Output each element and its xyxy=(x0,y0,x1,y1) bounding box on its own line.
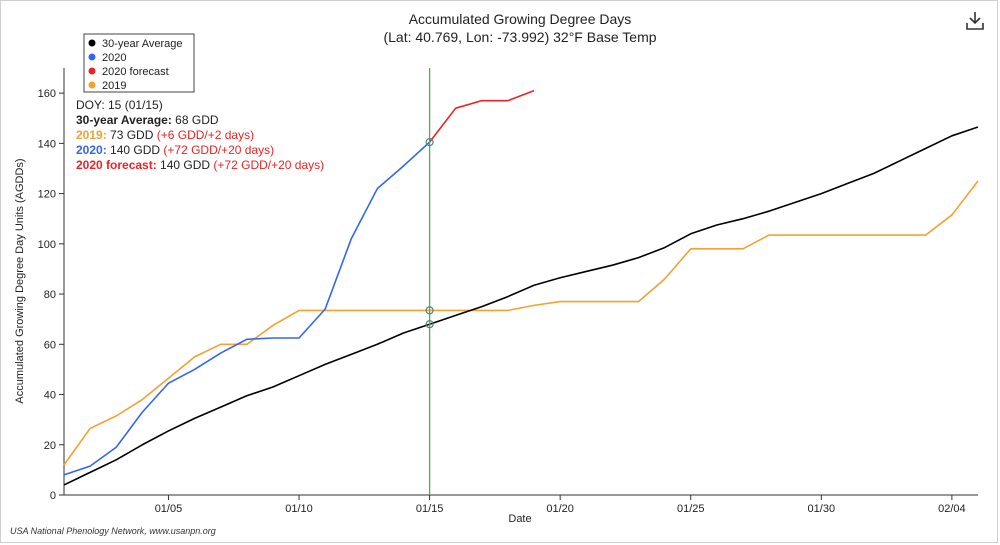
info-2019: 2019: 73 GDD (+6 GDD/+2 days) xyxy=(76,128,254,142)
y-axis-label: Accumulated Growing Degree Day Units (AG… xyxy=(14,158,26,403)
legend-marker-2020 xyxy=(88,53,96,61)
x-tick-label: 02/04 xyxy=(938,503,966,515)
y-tick-label: 20 xyxy=(44,440,56,452)
legend-label-avg: 30-year Average xyxy=(102,38,183,50)
x-tick-label: 01/30 xyxy=(808,503,836,515)
x-axis-label: Date xyxy=(508,513,531,525)
series-lines xyxy=(63,89,979,486)
marker-point xyxy=(425,306,434,315)
x-tick-label: 01/20 xyxy=(546,503,574,515)
info-forecast-label: 2020 forecast: xyxy=(76,158,157,172)
info-box: DOY: 15 (01/15) 30-year Average: 68 GDD … xyxy=(76,98,324,172)
info-2019-label: 2019: xyxy=(76,128,107,142)
info-avg: 30-year Average: 68 GDD xyxy=(76,113,219,127)
legend-marker-forecast xyxy=(88,67,96,75)
marker-points xyxy=(425,137,434,329)
y-tick-label: 60 xyxy=(44,339,56,351)
info-2020-diff: (+72 GDD/+20 days) xyxy=(163,143,274,157)
download-icon xyxy=(966,12,984,30)
legend-marker-2019 xyxy=(88,81,96,89)
legend-label-forecast: 2020 forecast xyxy=(102,66,169,78)
info-2019-value: 73 GDD xyxy=(107,128,157,142)
x-tick-label: 01/05 xyxy=(155,503,183,515)
legend-marker-avg xyxy=(88,39,96,47)
footer-credit: USA National Phenology Network, www.usan… xyxy=(10,526,216,536)
info-forecast-value: 140 GDD xyxy=(157,158,214,172)
y-ticks: 0 20 40 60 80 100 120 140 160 xyxy=(38,88,64,502)
legend: 30-year Average 2020 2020 forecast 2019 xyxy=(83,33,195,93)
info-avg-value: 68 GDD xyxy=(172,113,219,127)
series-line-2020[interactable] xyxy=(63,141,431,476)
y-tick-label: 100 xyxy=(38,239,56,251)
x-tick-label: 01/15 xyxy=(416,503,444,515)
chart-title: Accumulated Growing Degree Days xyxy=(409,11,632,27)
legend-label-2020: 2020 xyxy=(102,52,126,64)
x-tick-label: 01/25 xyxy=(677,503,705,515)
x-ticks: 01/05 01/10 01/15 01/20 01/25 01/30 02/04 xyxy=(155,495,966,515)
y-tick-label: 0 xyxy=(50,490,56,502)
info-forecast: 2020 forecast: 140 GDD (+72 GDD/+20 days… xyxy=(76,158,324,172)
y-tick-label: 40 xyxy=(44,390,56,402)
series-line-2019[interactable] xyxy=(63,180,979,466)
marker-point xyxy=(425,137,434,147)
y-tick-label: 120 xyxy=(38,189,56,201)
legend-box xyxy=(83,33,195,93)
y-tick-label: 80 xyxy=(44,289,56,301)
y-tick-label: 160 xyxy=(38,88,56,100)
info-doy: DOY: 15 (01/15) xyxy=(76,98,163,112)
info-2020-label: 2020: xyxy=(76,143,107,157)
info-2020: 2020: 140 GDD (+72 GDD/+20 days) xyxy=(76,143,274,157)
download-button[interactable] xyxy=(963,9,987,33)
info-forecast-diff: (+72 GDD/+20 days) xyxy=(213,158,324,172)
info-2020-value: 140 GDD xyxy=(107,143,164,157)
marker-point xyxy=(425,320,434,329)
legend-label-2019: 2019 xyxy=(102,80,126,92)
chart-subtitle: (Lat: 40.769, Lon: -73.992) 32°F Base Te… xyxy=(383,29,656,45)
series-line-30-year-average[interactable] xyxy=(63,126,979,486)
x-tick-label: 01/10 xyxy=(285,503,313,515)
info-2019-diff: (+6 GDD/+2 days) xyxy=(157,128,254,142)
series-line-2020-forecast[interactable] xyxy=(428,89,535,143)
info-avg-label: 30-year Average: xyxy=(76,113,172,127)
y-tick-label: 140 xyxy=(38,138,56,150)
